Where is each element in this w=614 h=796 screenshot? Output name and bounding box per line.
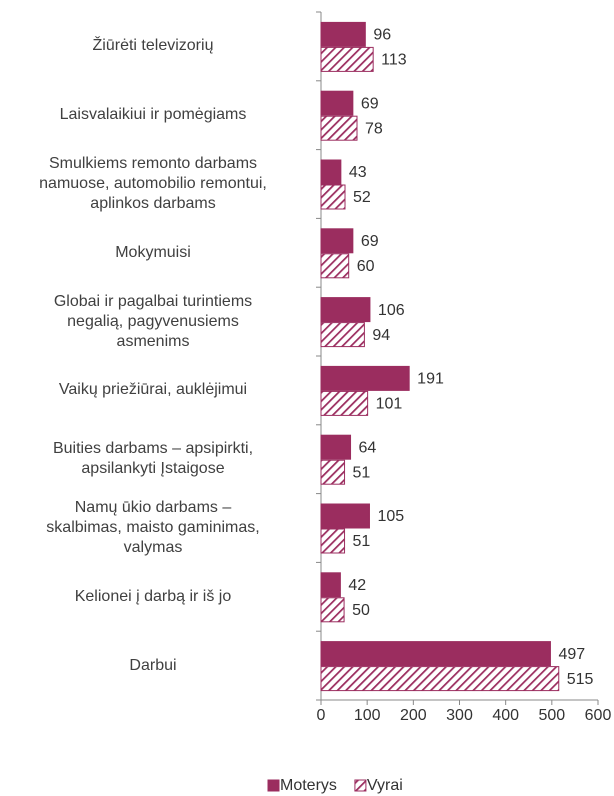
- legend-label: Moterys: [280, 777, 337, 794]
- x-tick-label: 500: [538, 707, 565, 724]
- bar: [320, 641, 551, 667]
- category-label: Smulkiems remonto darbams namuose, autom…: [39, 155, 267, 212]
- bar: [320, 253, 350, 279]
- bar: [320, 459, 346, 485]
- value-label: 50: [352, 602, 370, 619]
- value-label: 64: [359, 439, 377, 456]
- bar: [320, 184, 346, 210]
- bar: [320, 322, 365, 348]
- bar: [320, 528, 346, 554]
- bar: [320, 297, 371, 323]
- bar: [320, 597, 345, 623]
- bar: [320, 228, 354, 254]
- bar: [320, 434, 352, 460]
- value-label: 42: [348, 577, 366, 594]
- value-label: 43: [349, 164, 367, 181]
- bar: [320, 365, 410, 391]
- category-label: Darbui: [129, 656, 177, 674]
- value-label: 191: [417, 371, 444, 388]
- category-label: Mokymuisi: [115, 243, 191, 261]
- legend-label: Vyrai: [367, 777, 403, 794]
- value-label: 51: [353, 533, 371, 550]
- x-tick-label: 400: [492, 707, 519, 724]
- value-label: 497: [558, 646, 585, 663]
- bar: [320, 46, 374, 72]
- bar: [320, 90, 354, 116]
- bar: [320, 115, 358, 141]
- legend-swatch: [354, 779, 367, 792]
- bar: [320, 390, 369, 416]
- bar: [320, 21, 366, 47]
- bar: [320, 503, 370, 529]
- value-label: 78: [365, 120, 383, 137]
- category-label: Kelionei į darbą ir iš jo: [74, 587, 232, 605]
- value-label: 94: [372, 327, 390, 344]
- legend-swatch: [267, 779, 280, 792]
- x-tick-label: 0: [317, 707, 326, 724]
- category-label: Vaikų priežiūrai, auklėjimui: [58, 381, 248, 399]
- bar: [320, 572, 341, 598]
- value-label: 101: [376, 396, 403, 413]
- value-label: 52: [353, 189, 371, 206]
- category-label: Žiūrėti televizorių: [92, 37, 214, 55]
- x-tick-label: 100: [354, 707, 381, 724]
- value-label: 51: [353, 464, 371, 481]
- value-label: 515: [567, 671, 594, 688]
- value-label: 105: [377, 508, 404, 525]
- value-label: 96: [373, 27, 391, 44]
- value-label: 60: [357, 258, 375, 275]
- bar: [320, 666, 560, 692]
- category-label: Buities darbams – apsipirkti, apsilankyt…: [52, 440, 254, 478]
- category-label: Globai ir pagalbai turintiems negalią, p…: [53, 292, 253, 350]
- category-label: Laisvalaikiui ir pomėgiams: [59, 106, 247, 124]
- value-label: 69: [361, 233, 379, 250]
- x-tick-label: 300: [446, 707, 473, 724]
- value-label: 113: [381, 52, 407, 69]
- category-label: Namų ūkio darbams – skalbimas, maisto ga…: [46, 499, 260, 556]
- value-label: 106: [378, 302, 405, 319]
- x-tick-label: 200: [400, 707, 427, 724]
- value-label: 69: [361, 95, 379, 112]
- x-tick-label: 600: [585, 707, 612, 724]
- bar: [320, 159, 342, 185]
